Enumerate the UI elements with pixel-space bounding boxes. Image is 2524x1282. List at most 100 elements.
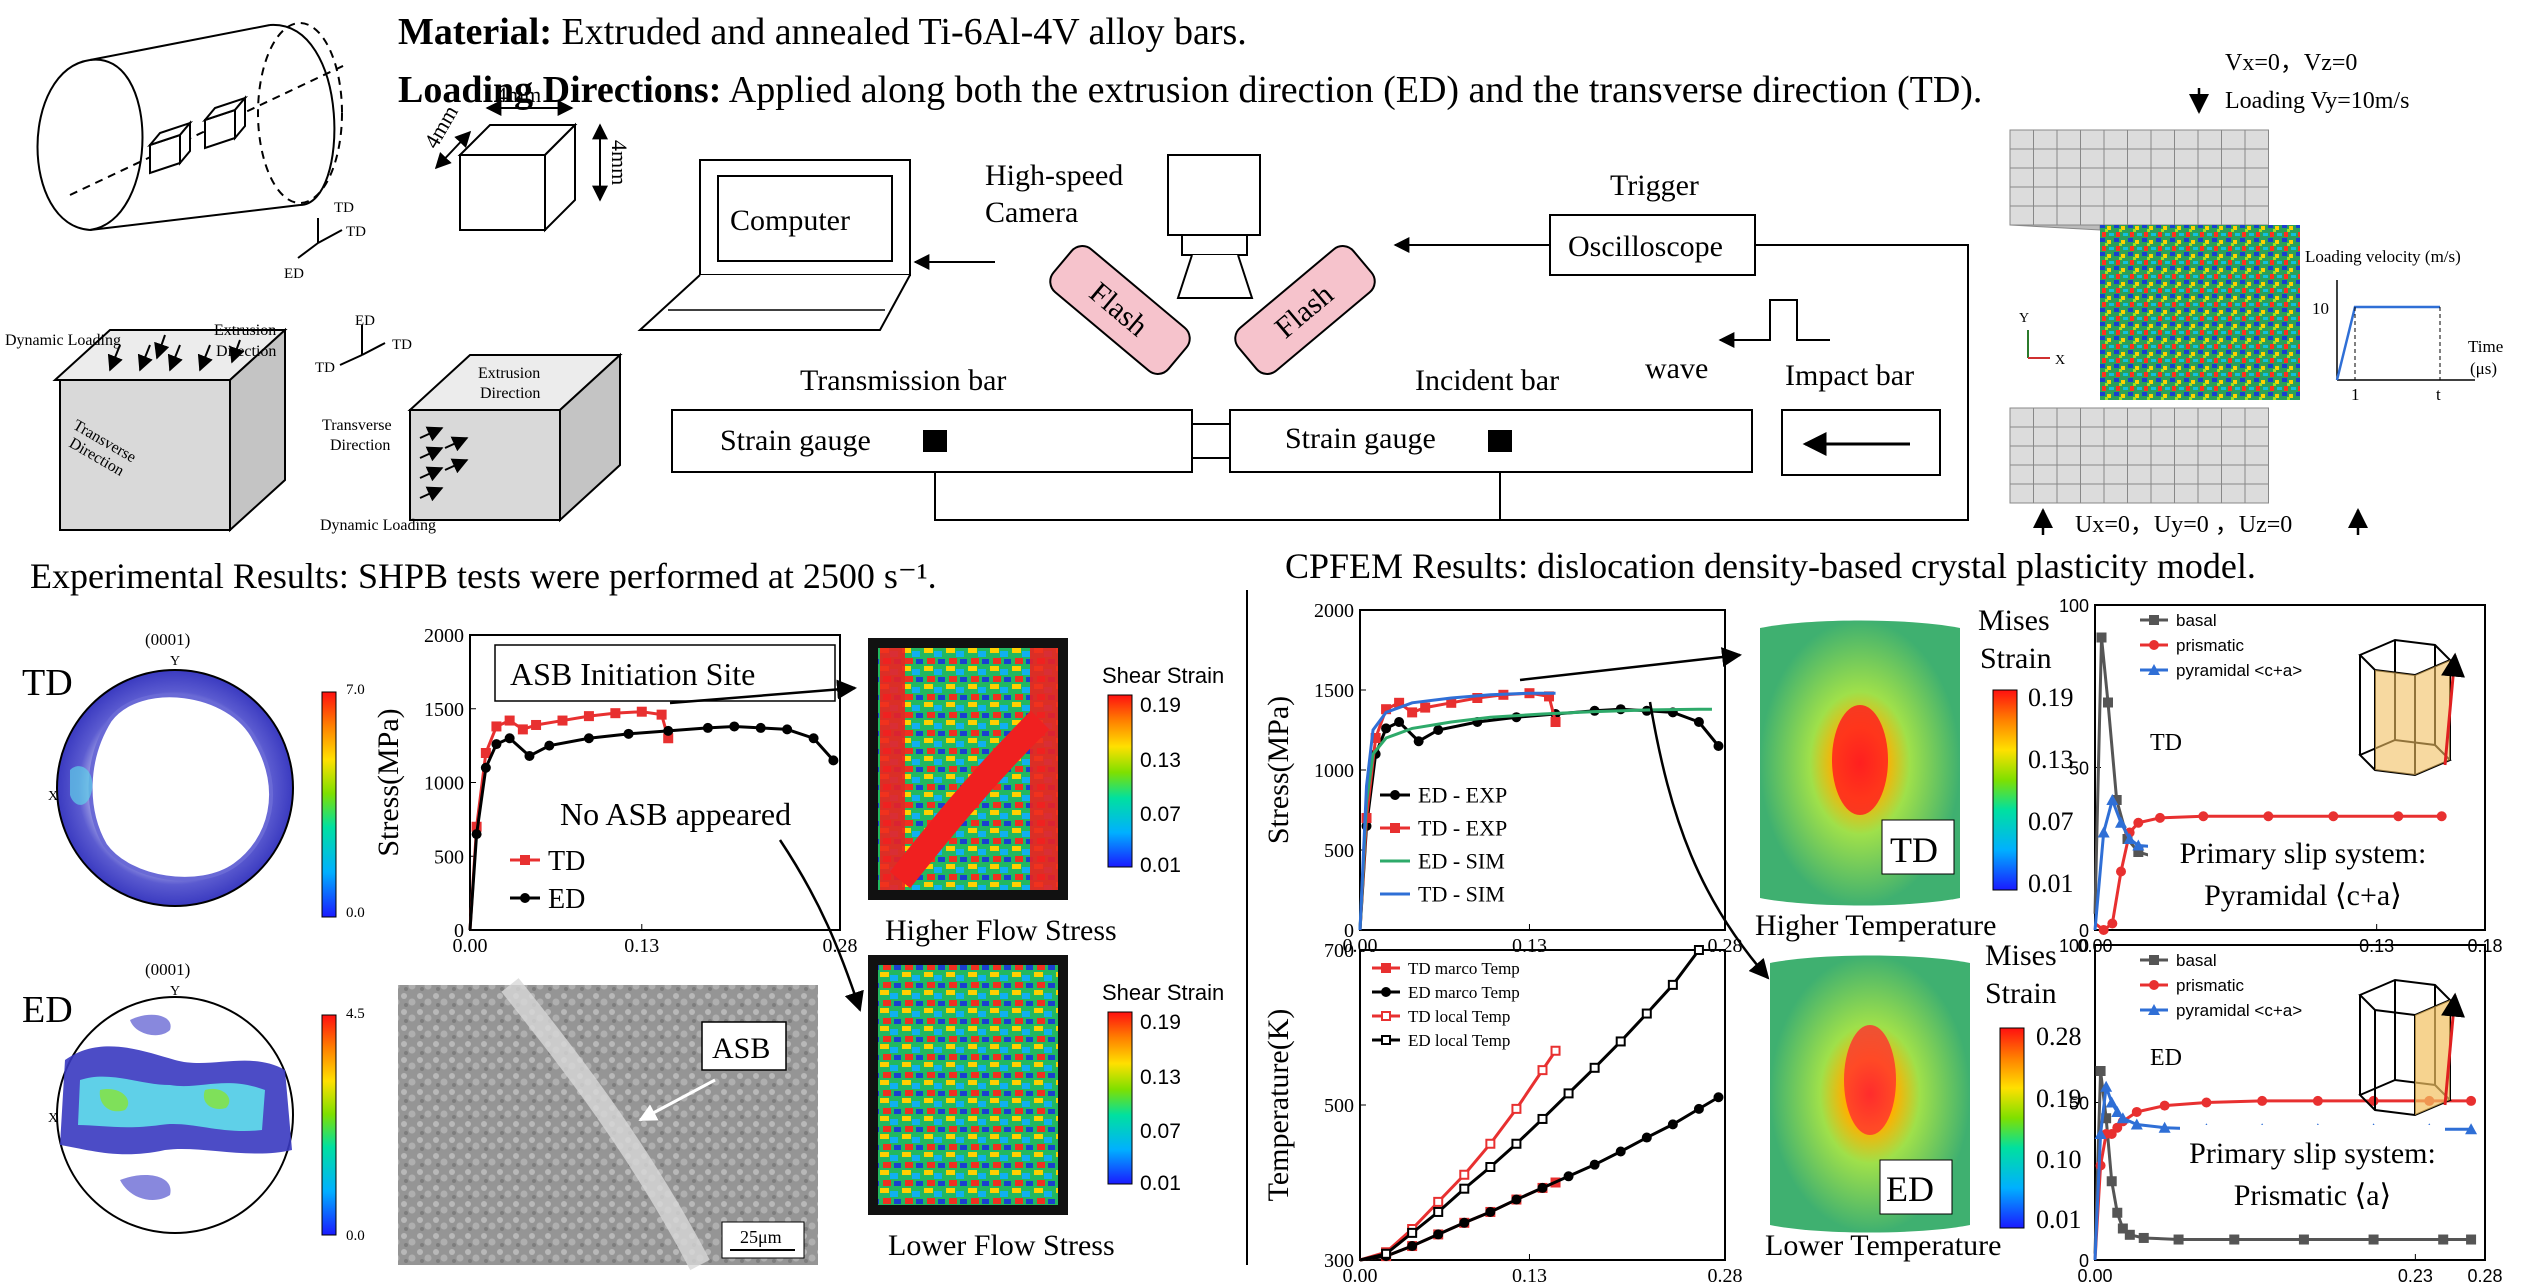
data-point — [2263, 811, 2274, 822]
svg-text:TD: TD — [22, 662, 73, 704]
fixture-cell — [2080, 464, 2105, 485]
y-tick-label: 500 — [1324, 840, 1354, 862]
y-axis-label: Temperature(K) — [1262, 1009, 1295, 1202]
svg-text:ED: ED — [1886, 1169, 1934, 1209]
data-point — [2100, 1080, 2113, 1092]
fixture-cell — [2174, 205, 2199, 226]
data-point — [1472, 693, 1483, 703]
fixture-cell — [2221, 407, 2246, 428]
fixture-cell — [2127, 129, 2152, 150]
y-tick-label: 1500 — [424, 699, 464, 721]
svg-text:0.19: 0.19 — [2036, 1084, 2082, 1113]
svg-text:Mises: Mises — [1985, 939, 2057, 972]
x-tick-label: 0.13 — [1512, 1265, 1547, 1282]
fixture-cell — [2197, 464, 2222, 485]
fixture-cell — [2033, 186, 2058, 207]
legend-entry: prismatic — [2176, 636, 2245, 655]
data-point — [1511, 1194, 1522, 1205]
camera-label: High-speed — [985, 159, 1123, 192]
fixture-cell — [2221, 148, 2246, 169]
chart-2: 0.00 0.13 0.28 300 500 700 Temperature(K) TD ma… — [1262, 940, 1743, 1282]
data-point — [1413, 736, 1424, 747]
svg-text:Higher Temperature: Higher Temperature — [1755, 909, 1996, 942]
pole-figure-ed: ED (0001) Y X 4.5 0.0 — [22, 960, 365, 1244]
fixture-cell — [2009, 464, 2034, 485]
fixture-cell — [2221, 205, 2246, 226]
data-point — [2098, 925, 2109, 935]
mises-strain-map-td: TD Mises Strain 0.19 0.13 0.07 0.01 High… — [1755, 604, 2074, 942]
cube1-label: Direction — [216, 343, 276, 360]
top-boundary-condition: Vx=0，Vz=0 — [2225, 50, 2357, 76]
data-point — [2123, 833, 2136, 844]
annotation: ASB Initiation Site — [510, 656, 755, 692]
svg-text:Mises: Mises — [1978, 604, 2050, 637]
fixture-cell — [2127, 186, 2152, 207]
data-point — [1407, 1227, 1418, 1238]
data-point — [1550, 1045, 1561, 1056]
fixture-cell — [2080, 407, 2105, 428]
series-line-0 — [1358, 707, 1720, 931]
fixture-cell — [2080, 186, 2105, 207]
svg-text:Strain: Strain — [1980, 642, 2052, 675]
annotation: Primary slip system: — [2180, 837, 2427, 870]
legend-entry: ED - EXP — [1418, 783, 1507, 808]
data-point — [1485, 1138, 1496, 1149]
fixture-cell — [2197, 407, 2222, 428]
inset-axis-label: Time — [2468, 337, 2503, 356]
svg-text:0.19: 0.19 — [2028, 683, 2074, 712]
y-tick-label: 1500 — [1314, 680, 1354, 702]
svg-text:Shear Strain: Shear Strain — [1102, 980, 1224, 1005]
fixture-cell — [2056, 129, 2081, 150]
y-tick-label: 100 — [2059, 596, 2089, 616]
data-point — [1537, 1065, 1548, 1076]
strain-gauge-label: Strain gauge — [1285, 422, 1436, 455]
series-line-3 — [1358, 691, 1556, 931]
strain-gauge-label: Strain gauge — [720, 424, 871, 457]
flash-right: Flash — [1234, 245, 1376, 375]
legend-entry: prismatic — [2176, 976, 2245, 995]
fixture-cell — [2009, 407, 2034, 428]
legend-entry: TD marco Temp — [1408, 959, 1520, 978]
data-point — [729, 721, 740, 732]
scale-bar-label: 25μm — [740, 1227, 782, 1247]
asb-label: ASB — [712, 1032, 770, 1065]
fixture-cell — [2103, 483, 2128, 504]
legend-entry: pyramidal <c+a> — [2176, 661, 2302, 680]
connector-arrows — [669, 647, 1770, 1012]
data-point — [2436, 811, 2447, 822]
svg-text:(0001): (0001) — [145, 630, 190, 649]
legend-marker — [1390, 823, 1400, 833]
fixture-cell — [2056, 148, 2081, 169]
svg-text:7.0: 7.0 — [346, 682, 365, 698]
fixture-cell — [2150, 186, 2175, 207]
data-point — [544, 740, 555, 751]
data-point — [2466, 1234, 2477, 1245]
x-tick-label: 0.23 — [2398, 1266, 2433, 1282]
data-point — [2312, 1095, 2323, 1106]
data-point — [663, 733, 674, 744]
legend-marker — [2148, 1004, 2160, 1015]
data-point — [1693, 1103, 1704, 1114]
impact-bar-label: Impact bar — [1785, 359, 1914, 392]
fixture-cell — [2221, 129, 2246, 150]
svg-text:Higher Flow Stress: Higher Flow Stress — [885, 914, 1117, 947]
data-point — [2117, 1223, 2128, 1234]
fixture-cell — [2009, 167, 2034, 188]
y-tick-label: 500 — [434, 846, 464, 868]
data-point — [1550, 717, 1561, 727]
fixture-cell — [2103, 445, 2128, 466]
svg-text:X: X — [48, 1111, 58, 1126]
data-point — [504, 715, 515, 726]
data-point — [2198, 811, 2209, 822]
legend-entry: ED — [548, 884, 585, 915]
cube-dimension: 4mm — [496, 82, 541, 107]
axis-label: ED — [355, 313, 375, 329]
legend-entry: TD — [548, 846, 585, 877]
data-point — [1537, 1113, 1548, 1124]
data-point — [1485, 1162, 1496, 1172]
shear-strain-map-ed: Shear Strain 0.19 0.13 0.07 0.01 Lower F… — [868, 955, 1224, 1262]
legend-entry: ED marco Temp — [1408, 983, 1520, 1002]
data-point — [2101, 1113, 2112, 1124]
y-tick-label: 0 — [454, 920, 464, 942]
data-point — [663, 725, 674, 736]
